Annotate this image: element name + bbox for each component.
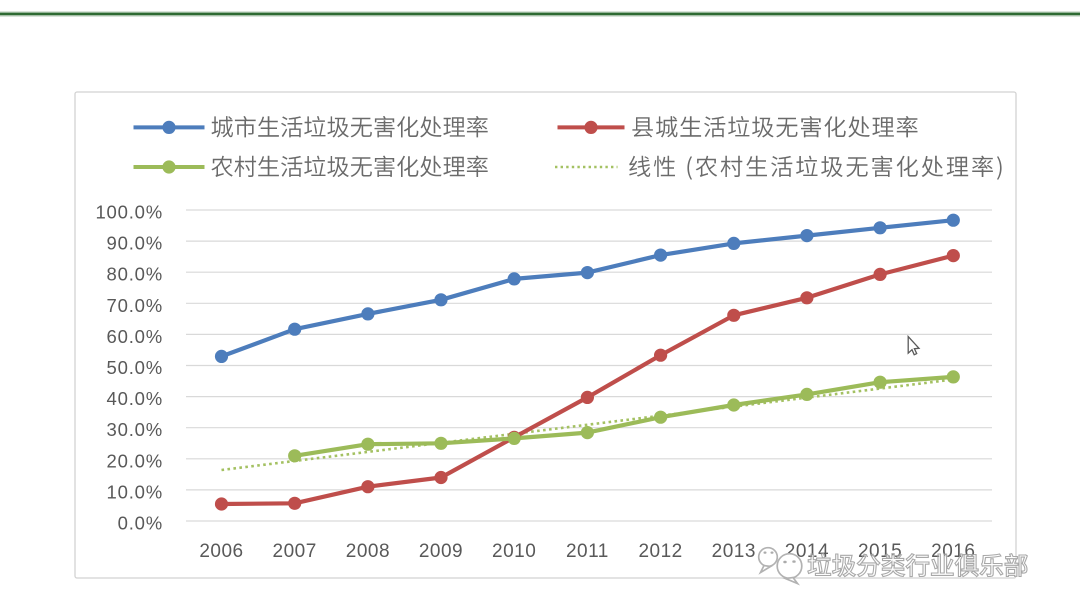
svg-text:10.0%: 10.0% xyxy=(107,481,163,502)
svg-text:0.0%: 0.0% xyxy=(118,513,163,534)
svg-text:20.0%: 20.0% xyxy=(107,450,163,471)
svg-text:70.0%: 70.0% xyxy=(107,295,163,316)
svg-text:50.0%: 50.0% xyxy=(107,357,163,378)
svg-text:90.0%: 90.0% xyxy=(107,233,163,254)
svg-text:2009: 2009 xyxy=(419,541,463,562)
svg-text:60.0%: 60.0% xyxy=(107,326,163,347)
svg-text:2010: 2010 xyxy=(492,541,536,562)
svg-text:2012: 2012 xyxy=(638,541,682,562)
svg-text:2006: 2006 xyxy=(199,541,243,562)
svg-text:2013: 2013 xyxy=(712,541,756,562)
svg-text:100.0%: 100.0% xyxy=(95,202,163,223)
svg-text:2015: 2015 xyxy=(858,541,902,562)
svg-text:2011: 2011 xyxy=(566,541,609,562)
svg-text:80.0%: 80.0% xyxy=(107,264,163,285)
svg-text:30.0%: 30.0% xyxy=(107,419,163,440)
svg-text:40.0%: 40.0% xyxy=(107,388,163,409)
svg-text:2008: 2008 xyxy=(346,541,390,562)
svg-text:2007: 2007 xyxy=(273,541,317,562)
